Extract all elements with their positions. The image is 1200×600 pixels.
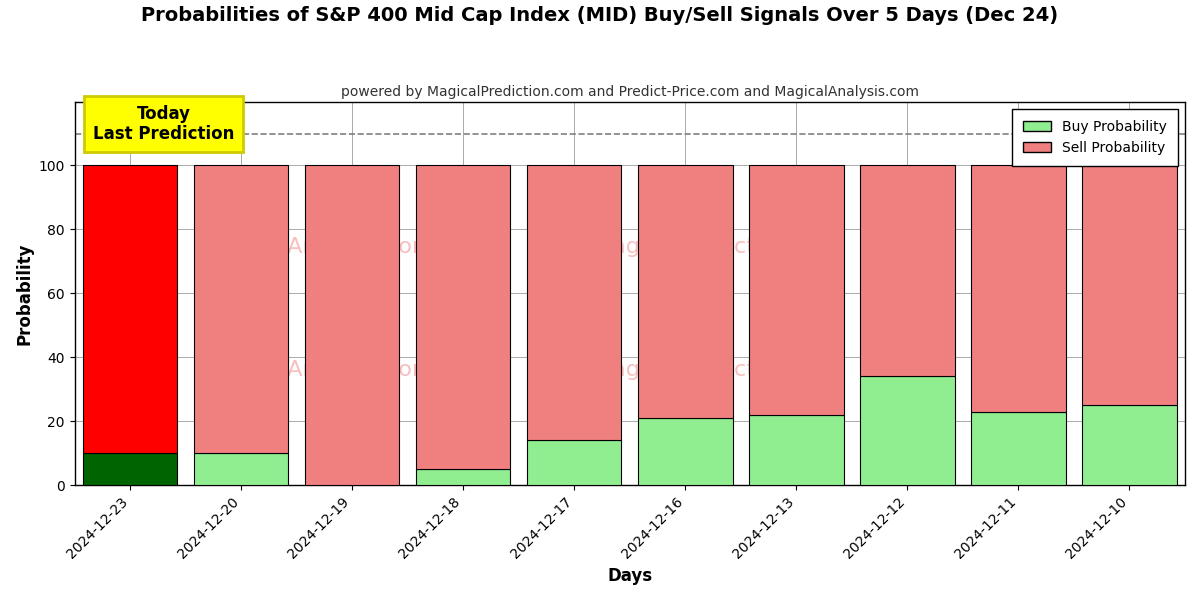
Bar <box>749 166 844 415</box>
Bar <box>83 166 178 453</box>
Bar <box>416 166 510 469</box>
Text: MagicalPrediction.com: MagicalPrediction.com <box>594 360 844 380</box>
Bar <box>305 166 400 485</box>
Bar <box>638 166 732 418</box>
Bar <box>194 166 288 453</box>
Legend: Buy Probability, Sell Probability: Buy Probability, Sell Probability <box>1012 109 1178 166</box>
Text: MagicalAnalysis.com: MagicalAnalysis.com <box>203 238 434 257</box>
Bar <box>638 418 732 485</box>
Bar <box>860 376 955 485</box>
Text: MagicalAnalysis.com: MagicalAnalysis.com <box>203 360 434 380</box>
Text: Today
Last Prediction: Today Last Prediction <box>92 104 234 143</box>
Bar <box>527 166 622 440</box>
Text: MagicalPrediction.com: MagicalPrediction.com <box>594 238 844 257</box>
Bar <box>1082 405 1177 485</box>
Text: Probabilities of S&P 400 Mid Cap Index (MID) Buy/Sell Signals Over 5 Days (Dec 2: Probabilities of S&P 400 Mid Cap Index (… <box>142 6 1058 25</box>
Bar <box>1082 166 1177 405</box>
Title: powered by MagicalPrediction.com and Predict-Price.com and MagicalAnalysis.com: powered by MagicalPrediction.com and Pre… <box>341 85 919 99</box>
Bar <box>971 166 1066 412</box>
Bar <box>749 415 844 485</box>
Bar <box>860 166 955 376</box>
Bar <box>971 412 1066 485</box>
Bar <box>416 469 510 485</box>
Bar <box>83 453 178 485</box>
X-axis label: Days: Days <box>607 567 653 585</box>
Bar <box>194 453 288 485</box>
Bar <box>527 440 622 485</box>
Y-axis label: Probability: Probability <box>16 242 34 344</box>
